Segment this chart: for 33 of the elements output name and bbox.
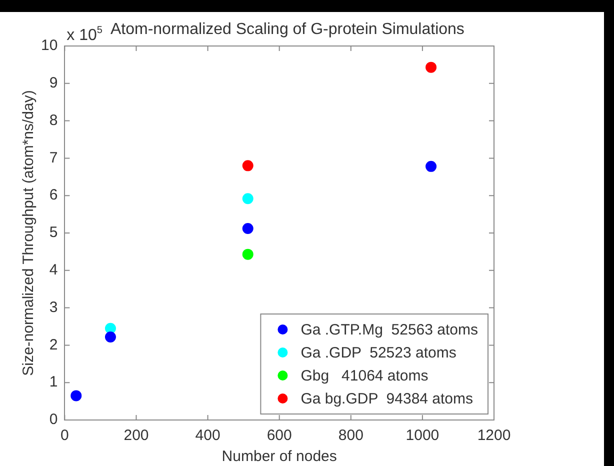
legend-label: Ga .GDP 52523 atoms bbox=[300, 344, 456, 362]
point bbox=[242, 160, 254, 172]
point bbox=[242, 193, 254, 204]
x-tick-label: 400 bbox=[195, 427, 220, 444]
y-tick-label: 3 bbox=[49, 298, 58, 316]
legend-label: Gbg 41064 atoms bbox=[300, 368, 428, 385]
y-tick-label: 5 bbox=[49, 224, 58, 242]
point bbox=[426, 160, 437, 172]
x-tick-label: 600 bbox=[266, 427, 292, 444]
point bbox=[426, 62, 437, 73]
legend-label: Ga bg.GDP 94384 atoms bbox=[300, 390, 474, 408]
x-tick-label: 200 bbox=[124, 427, 149, 444]
y-tick-label: 0 bbox=[49, 411, 58, 428]
x-tick-label: 1000 bbox=[406, 427, 440, 444]
x-tick-label: 1200 bbox=[477, 427, 511, 444]
y-tick-label: 2 bbox=[49, 336, 58, 354]
x-tick-label: 800 bbox=[338, 427, 364, 444]
y-tick-label: 7 bbox=[49, 149, 58, 166]
x-axis-title: Number of nodes bbox=[222, 448, 337, 466]
point bbox=[242, 248, 254, 260]
point bbox=[104, 331, 116, 342]
y-tick-label: 4 bbox=[49, 262, 58, 279]
y-tick-label: 10 bbox=[40, 37, 58, 54]
chart-title: Atom-normalized Scaling of G-protein Simulations bbox=[110, 21, 464, 38]
point bbox=[242, 223, 254, 234]
x-tick-label: 0 bbox=[60, 427, 69, 444]
point bbox=[70, 390, 82, 402]
y-axis-title: Size-normalized Throughput (atom*ns/day) bbox=[20, 90, 38, 376]
y-tick-label: 6 bbox=[49, 186, 58, 204]
y-tick-label: 1 bbox=[49, 374, 58, 391]
y-tick-label: 9 bbox=[49, 74, 58, 92]
y-tick-label: 8 bbox=[49, 112, 58, 129]
legend-label: Ga .GTP.Mg 52563 atoms bbox=[300, 322, 478, 339]
